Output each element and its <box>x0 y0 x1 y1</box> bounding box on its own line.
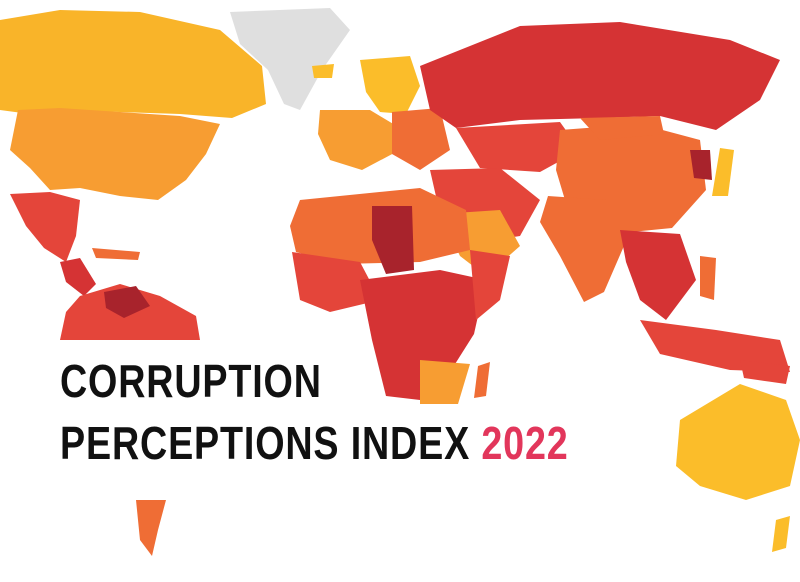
region-korea <box>690 150 712 180</box>
region-southern-africa <box>420 360 470 404</box>
title-line-2: PERCEPTIONS INDEX 2022 <box>60 420 569 466</box>
region-greenland <box>230 8 350 110</box>
region-iceland <box>312 64 334 78</box>
region-central-africa <box>360 270 486 400</box>
region-central-asia <box>456 122 580 172</box>
region-mexico <box>10 192 80 262</box>
region-australia <box>676 384 800 500</box>
region-southeast-asia <box>620 230 696 320</box>
region-canada <box>0 10 266 118</box>
region-new-zealand <box>772 516 790 552</box>
title-year: 2022 <box>481 417 569 469</box>
title-line-1: CORRUPTION <box>60 355 322 407</box>
title-block: CORRUPTION PERCEPTIONS INDEX 2022 <box>44 340 604 480</box>
region-caribbean <box>92 248 140 260</box>
region-eastern-europe <box>392 108 450 170</box>
region-west-africa <box>292 252 380 312</box>
region-india <box>540 196 630 302</box>
region-western-europe <box>318 110 400 170</box>
region-south-america-tip <box>136 500 166 556</box>
region-russia <box>420 22 780 130</box>
region-usa <box>10 108 220 200</box>
region-papua <box>740 360 790 384</box>
region-madagascar <box>474 362 490 398</box>
region-scandinavia <box>360 56 420 114</box>
region-central-america <box>60 258 96 296</box>
region-libya-chad <box>372 206 414 274</box>
region-japan <box>712 148 734 196</box>
region-philippines <box>700 256 716 300</box>
region-horn-of-africa <box>470 250 510 320</box>
region-indonesia <box>640 320 790 372</box>
region-venezuela <box>104 286 150 318</box>
title-main: PERCEPTIONS INDEX <box>60 417 471 469</box>
region-mongolia <box>580 116 664 140</box>
